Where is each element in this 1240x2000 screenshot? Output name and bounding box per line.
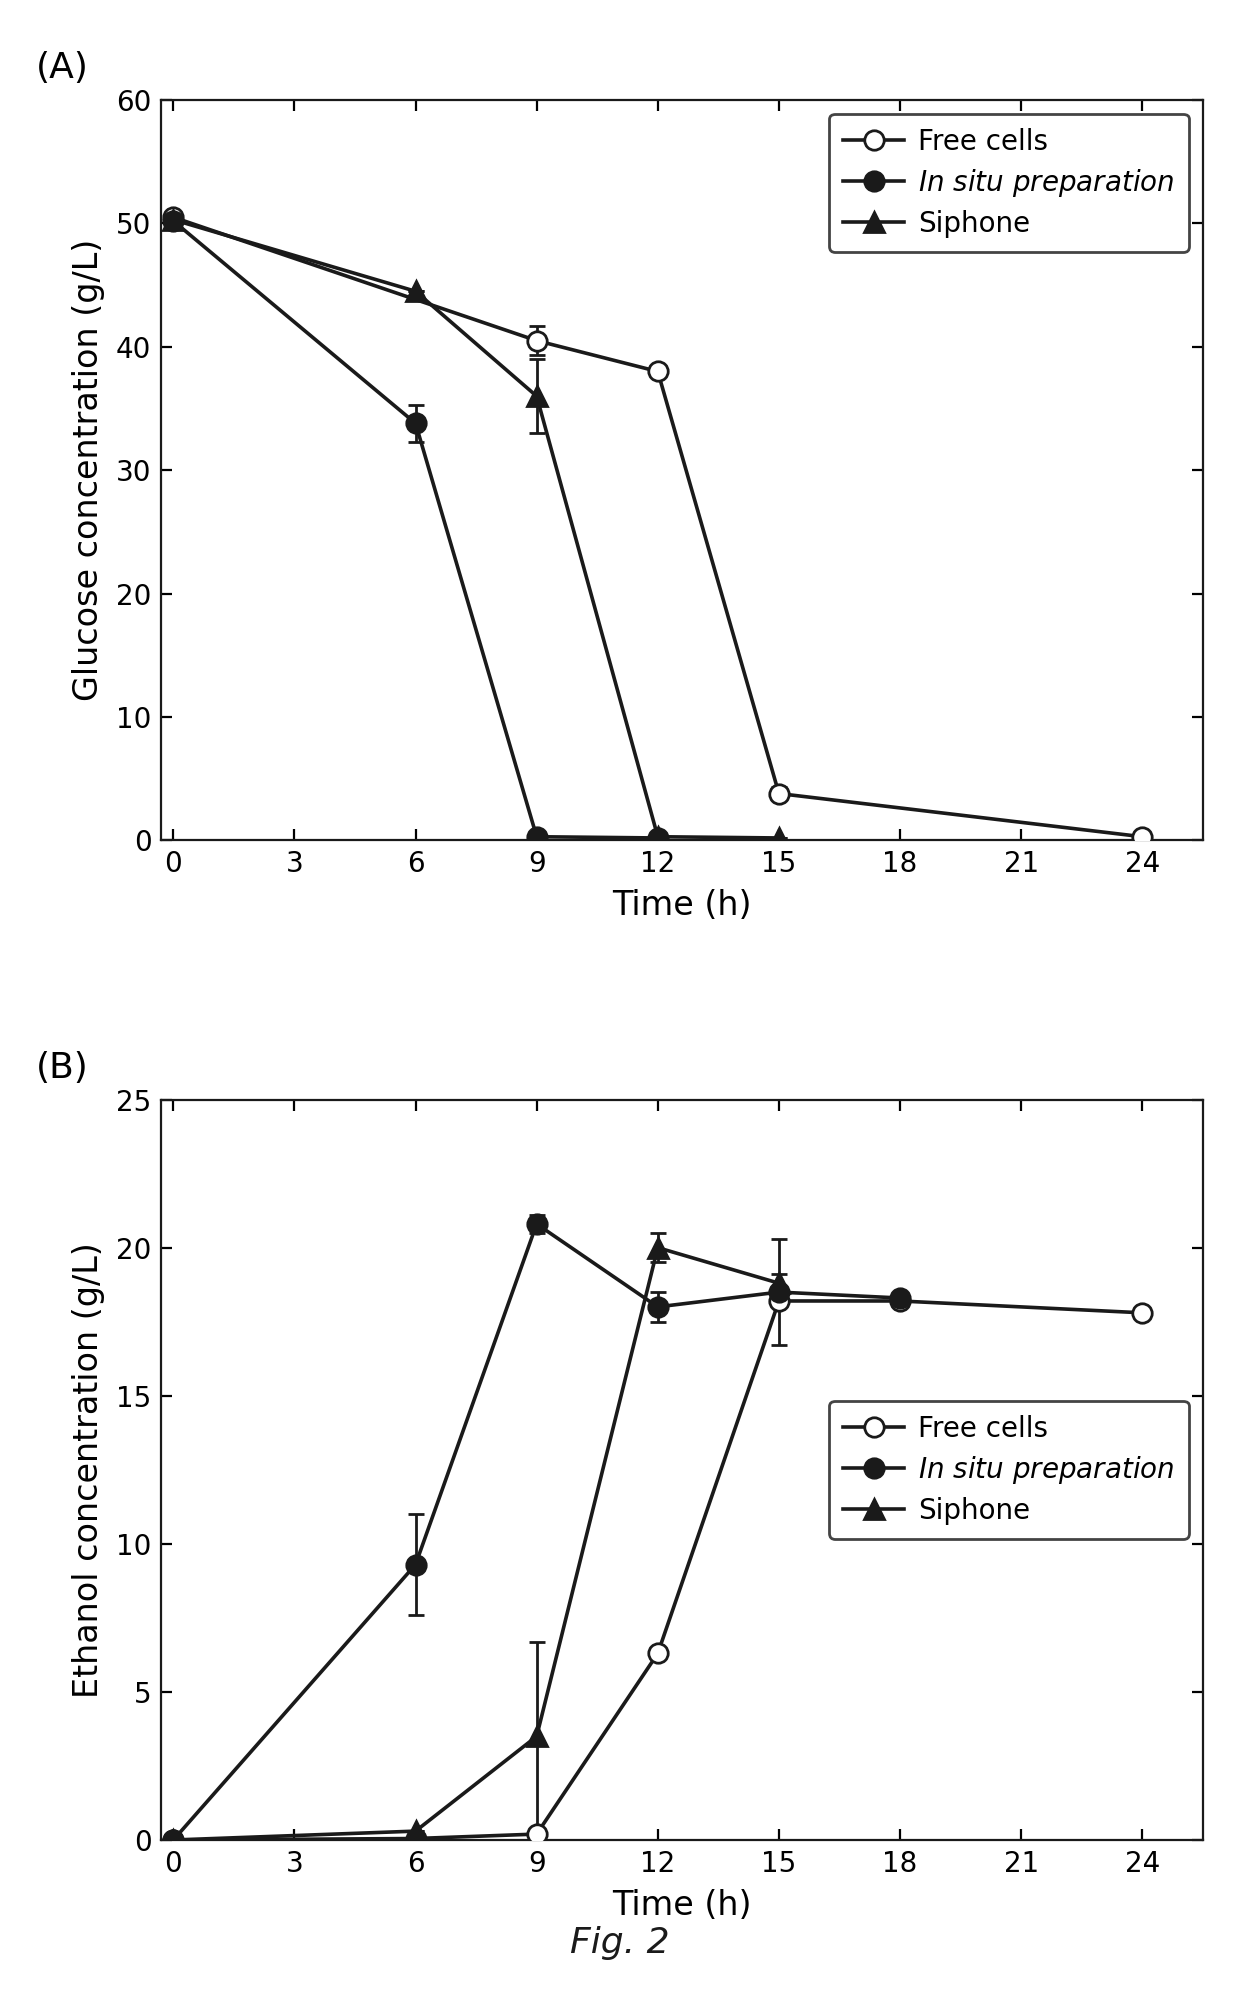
Text: (B): (B) (36, 1050, 89, 1084)
Y-axis label: Glucose concentration (g/L): Glucose concentration (g/L) (72, 240, 105, 702)
Legend: Free cells, $\it{In\ situ}$ preparation, Siphone: Free cells, $\it{In\ situ}$ preparation,… (830, 114, 1189, 252)
X-axis label: Time (h): Time (h) (613, 1888, 751, 1922)
Legend: Free cells, $\it{In\ situ}$ preparation, Siphone: Free cells, $\it{In\ situ}$ preparation,… (830, 1400, 1189, 1538)
Y-axis label: Ethanol concentration (g/L): Ethanol concentration (g/L) (72, 1242, 105, 1698)
Text: (A): (A) (36, 52, 89, 86)
X-axis label: Time (h): Time (h) (613, 890, 751, 922)
Text: Fig. 2: Fig. 2 (570, 1926, 670, 1960)
